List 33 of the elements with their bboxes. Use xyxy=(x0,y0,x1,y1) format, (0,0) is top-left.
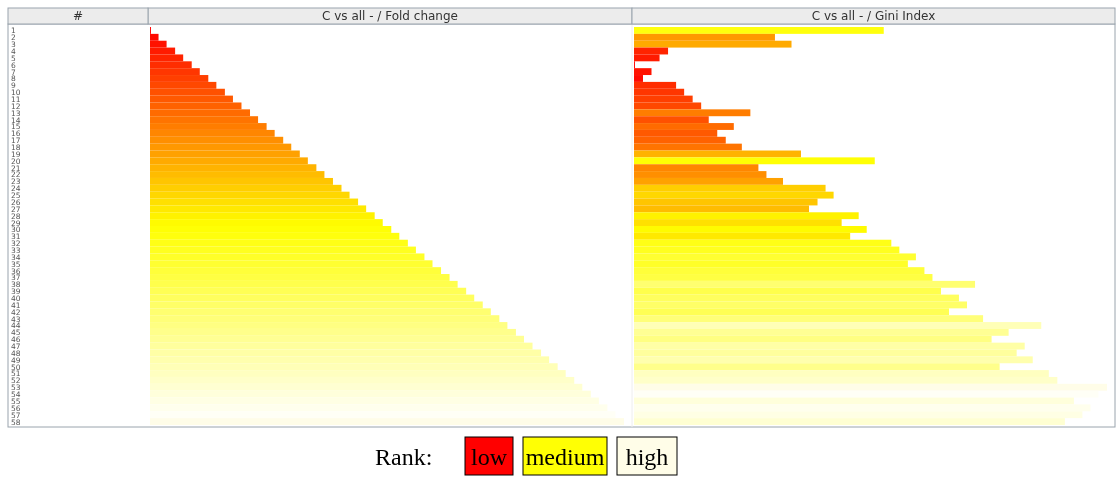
bar xyxy=(634,363,1000,371)
bar xyxy=(634,157,875,165)
text: Rank: xyxy=(375,444,433,470)
bar xyxy=(634,315,984,323)
text: low xyxy=(471,444,508,470)
chart-title: C vs all - / Fold change xyxy=(322,9,458,23)
bar xyxy=(634,328,1009,336)
bar xyxy=(634,356,1033,364)
bar xyxy=(634,232,851,240)
bar xyxy=(634,116,709,124)
bar xyxy=(634,219,842,226)
bar xyxy=(634,383,1107,391)
bar xyxy=(150,418,624,425)
text: high xyxy=(625,444,669,470)
bar xyxy=(634,322,1042,329)
bar xyxy=(634,212,859,220)
chart-title: C vs all - / Gini Index xyxy=(811,9,936,23)
bar xyxy=(634,280,976,288)
bar xyxy=(634,226,867,233)
bar xyxy=(634,143,742,151)
bar xyxy=(634,335,992,343)
bar xyxy=(634,27,884,34)
bar xyxy=(634,33,775,41)
bar xyxy=(634,390,1099,398)
text: medium xyxy=(525,444,605,470)
bar xyxy=(634,123,734,130)
bar xyxy=(634,418,1065,425)
y-axis-title: # xyxy=(72,9,84,23)
bar xyxy=(634,308,950,316)
bar xyxy=(634,287,941,295)
bar xyxy=(634,177,783,185)
bar xyxy=(634,109,751,117)
bar xyxy=(634,40,792,48)
